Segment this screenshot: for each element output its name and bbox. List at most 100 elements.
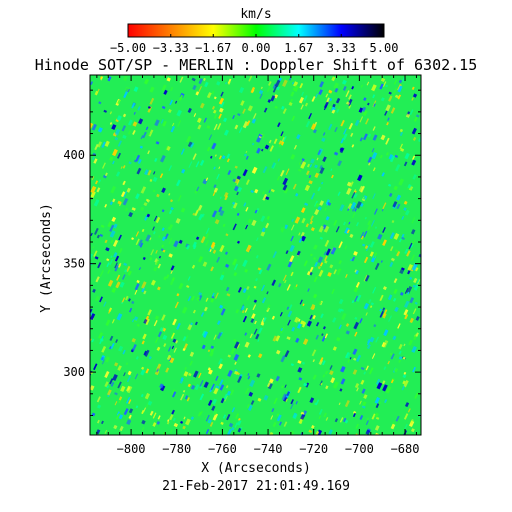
doppler-speckle: [253, 285, 257, 289]
doppler-speckle: [253, 328, 258, 335]
doppler-speckle: [164, 233, 169, 240]
doppler-speckle: [220, 421, 224, 425]
doppler-speckle: [242, 121, 249, 129]
doppler-speckle: [276, 414, 282, 422]
doppler-speckle: [122, 165, 126, 169]
doppler-speckle: [312, 359, 315, 363]
doppler-speckle: [314, 430, 320, 435]
doppler-speckle: [234, 165, 238, 169]
doppler-speckle: [237, 113, 241, 117]
doppler-speckle: [240, 100, 245, 106]
doppler-speckle: [112, 374, 118, 382]
doppler-speckle: [236, 175, 241, 180]
doppler-speckle: [211, 405, 216, 411]
doppler-speckle: [153, 171, 156, 175]
doppler-speckle: [361, 388, 366, 394]
doppler-speckle: [375, 378, 381, 385]
doppler-speckle: [90, 81, 94, 85]
doppler-speckle: [397, 323, 401, 329]
doppler-speckle: [187, 296, 192, 302]
doppler-speckle: [320, 382, 323, 386]
doppler-speckle: [409, 109, 414, 116]
doppler-speckle: [199, 102, 205, 109]
doppler-speckle: [152, 176, 158, 183]
doppler-speckle: [181, 306, 188, 314]
doppler-speckle: [300, 104, 304, 110]
doppler-speckle: [294, 216, 301, 224]
doppler-speckle: [114, 255, 120, 262]
doppler-speckle: [251, 142, 255, 146]
doppler-speckle: [290, 224, 295, 231]
doppler-speckle: [245, 206, 249, 212]
doppler-speckle: [202, 261, 208, 267]
doppler-speckle: [214, 154, 217, 157]
doppler-speckle: [113, 424, 118, 430]
doppler-speckle: [200, 312, 205, 317]
doppler-speckle: [390, 107, 396, 114]
doppler-speckle: [409, 317, 414, 324]
doppler-speckle: [323, 251, 327, 256]
doppler-speckle: [418, 253, 421, 258]
doppler-speckle: [136, 323, 140, 327]
doppler-speckle: [295, 284, 298, 287]
doppler-speckle: [264, 144, 270, 150]
doppler-speckle: [318, 225, 325, 233]
doppler-speckle: [271, 407, 275, 413]
doppler-speckle: [244, 153, 247, 157]
doppler-speckle: [118, 234, 122, 241]
doppler-speckle: [328, 105, 332, 110]
doppler-speckle: [131, 318, 135, 323]
doppler-speckle: [177, 195, 182, 202]
doppler-speckle: [234, 178, 240, 184]
doppler-speckle: [133, 111, 136, 115]
doppler-speckle: [140, 206, 145, 212]
doppler-speckle: [185, 418, 191, 426]
doppler-speckle: [355, 201, 362, 209]
doppler-speckle: [380, 77, 386, 83]
doppler-speckle: [104, 239, 108, 244]
doppler-speckle: [133, 316, 139, 321]
doppler-speckle: [128, 307, 133, 313]
doppler-speckle: [236, 343, 241, 349]
doppler-speckle: [94, 90, 99, 96]
doppler-speckle: [351, 191, 356, 199]
doppler-speckle: [219, 304, 224, 309]
doppler-speckle: [205, 297, 209, 302]
doppler-speckle: [213, 166, 216, 170]
doppler-speckle: [127, 370, 132, 376]
doppler-speckle: [415, 332, 419, 337]
doppler-speckle: [388, 153, 394, 160]
doppler-speckle: [325, 199, 331, 205]
doppler-speckle: [157, 415, 161, 420]
doppler-speckle: [272, 335, 278, 342]
doppler-speckle: [339, 417, 344, 423]
doppler-speckle: [219, 244, 225, 253]
doppler-speckle: [109, 156, 114, 162]
doppler-speckle: [106, 389, 112, 396]
doppler-speckle: [398, 356, 403, 360]
doppler-speckle: [106, 258, 110, 262]
doppler-speckle: [398, 178, 405, 186]
doppler-speckle: [385, 104, 391, 112]
doppler-speckle: [321, 137, 326, 143]
doppler-speckle: [270, 188, 275, 193]
doppler-speckle: [270, 95, 276, 102]
doppler-speckle: [118, 247, 123, 254]
x-tick-label: −780: [162, 442, 191, 456]
doppler-speckle: [313, 200, 318, 207]
doppler-speckle: [324, 260, 328, 264]
doppler-speckle: [278, 140, 283, 145]
doppler-speckle: [183, 416, 186, 420]
doppler-speckle: [359, 318, 363, 324]
doppler-speckle: [193, 370, 199, 378]
doppler-speckle: [231, 427, 235, 431]
doppler-speckle: [379, 154, 383, 159]
doppler-speckle: [120, 166, 123, 169]
doppler-speckle: [348, 122, 354, 130]
doppler-speckle: [412, 174, 417, 180]
doppler-speckle: [107, 76, 112, 82]
doppler-speckle: [147, 132, 151, 136]
doppler-speckle: [295, 401, 298, 405]
doppler-speckle: [251, 118, 257, 124]
doppler-speckle: [122, 180, 126, 186]
